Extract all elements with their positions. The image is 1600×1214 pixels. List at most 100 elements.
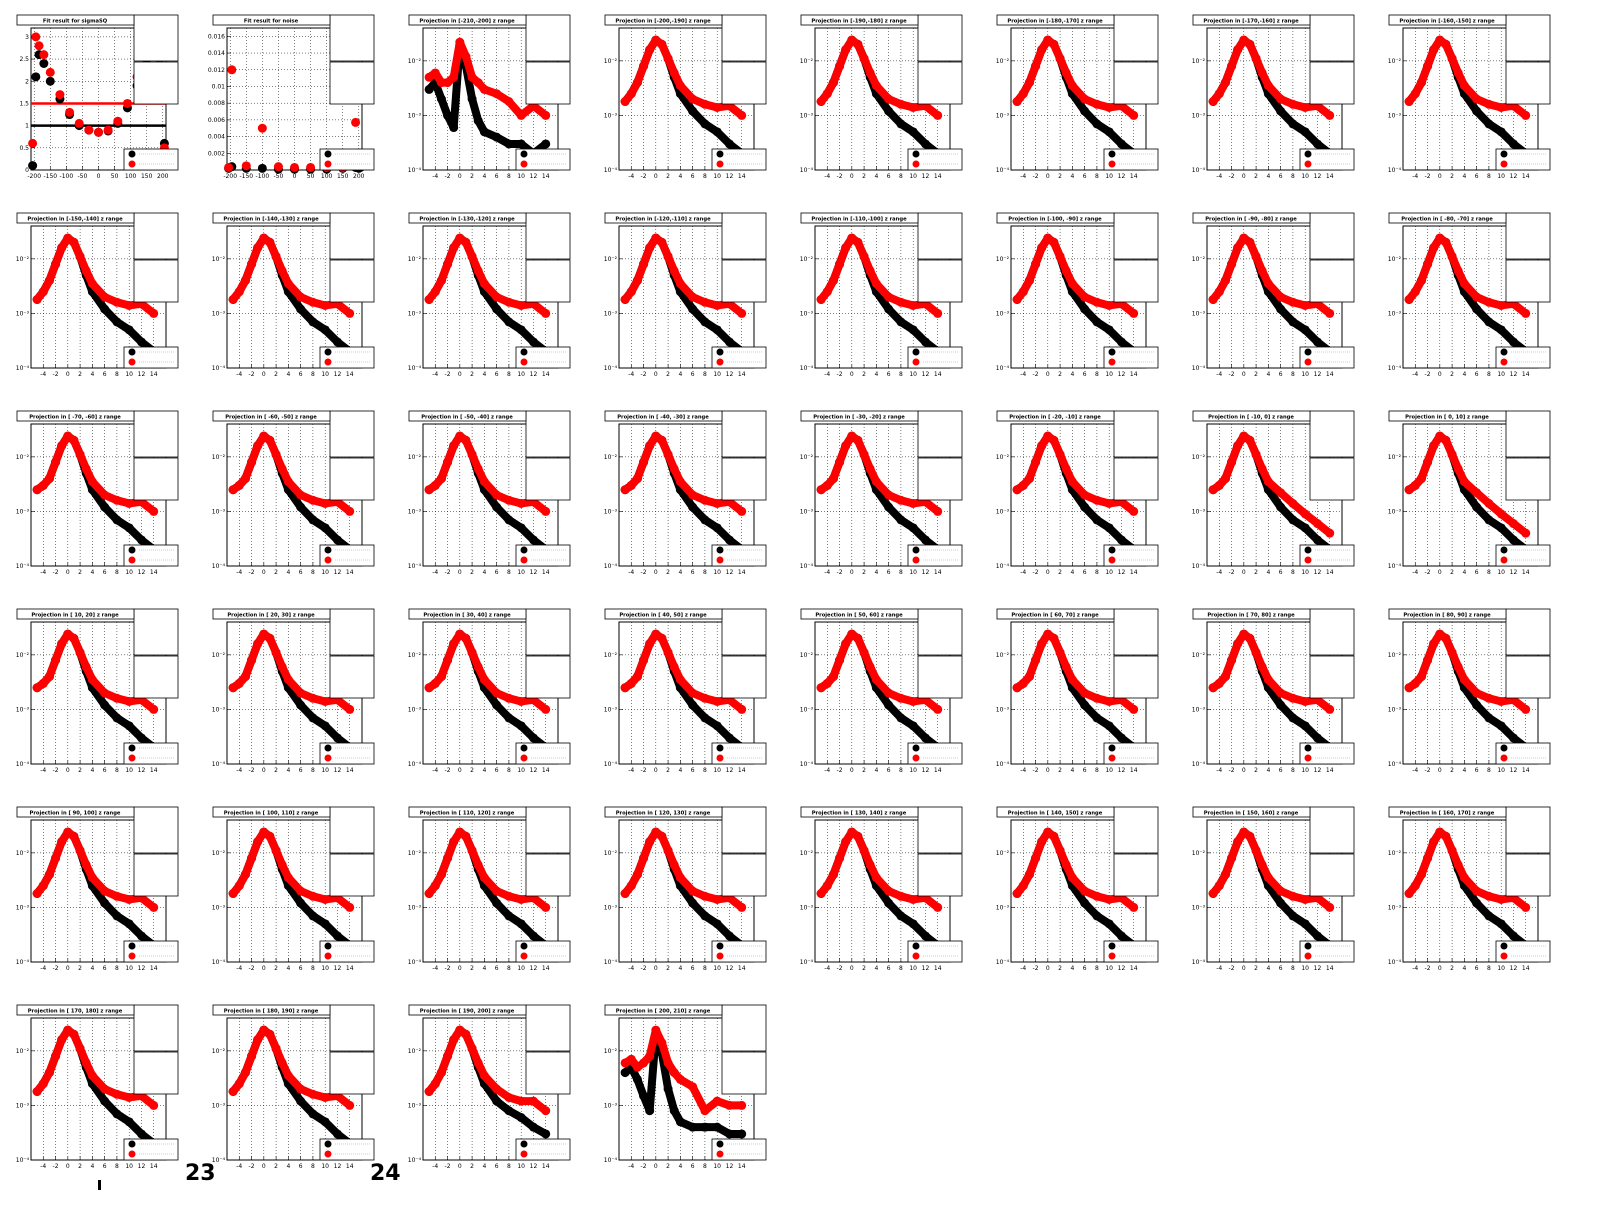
data-point — [528, 733, 538, 743]
x-tick-label: 12 — [922, 767, 930, 774]
legend-marker — [520, 348, 528, 356]
x-tick-label: 100 — [321, 173, 333, 180]
y-tick-label: 10⁻³ — [604, 112, 618, 119]
x-tick-label: 6 — [103, 1163, 107, 1170]
data-point — [1245, 39, 1255, 49]
data-point — [1276, 94, 1286, 104]
stats-box — [525, 806, 571, 854]
title-box — [1192, 410, 1311, 422]
data-point — [541, 506, 551, 516]
x-tick-label: -2 — [837, 371, 843, 378]
x-tick-label: 14 — [1522, 371, 1530, 378]
x-tick-label: 14 — [934, 173, 942, 180]
data-point — [1496, 696, 1506, 706]
x-tick-label: 2 — [1058, 767, 1062, 774]
data-point — [1453, 464, 1463, 474]
data-point — [688, 700, 698, 710]
x-tick-label: 10 — [1105, 173, 1113, 180]
stats-box — [329, 61, 375, 105]
x-tick-label: 4 — [1266, 371, 1270, 378]
chart-title: Projection in [-100, -90] z range — [1008, 217, 1102, 223]
data-point — [645, 243, 655, 253]
data-point — [296, 1084, 306, 1094]
stats-box — [525, 1004, 571, 1052]
chart-title: Projection in [-200,-190] z range — [615, 19, 711, 25]
legend-marker — [324, 952, 332, 960]
x-tick-label: -4 — [628, 1163, 634, 1170]
data-point — [639, 655, 649, 665]
data-point — [32, 1086, 42, 1096]
data-point — [1429, 243, 1439, 253]
data-point — [1251, 252, 1261, 262]
x-tick-label: -2 — [445, 1163, 451, 1170]
x-tick-label: 14 — [1522, 767, 1530, 774]
y-tick-label: 10⁻⁴ — [1388, 167, 1402, 174]
stats-box — [1113, 14, 1159, 62]
data-point — [430, 287, 440, 297]
x-tick-label: 12 — [138, 1163, 146, 1170]
x-tick-label: 8 — [115, 569, 119, 576]
title-box — [1192, 806, 1311, 818]
x-tick-label: 0 — [1046, 173, 1050, 180]
data-point — [345, 704, 355, 714]
data-point — [1031, 655, 1041, 665]
data-point — [1233, 441, 1243, 451]
y-tick-label: 10⁻³ — [212, 508, 226, 515]
data-point — [1104, 102, 1114, 112]
x-tick-label: 0 — [1438, 965, 1442, 972]
chart-title: Projection in [ 20, 30] z range — [227, 613, 315, 619]
x-tick-label: 6 — [691, 965, 695, 972]
data-point — [620, 96, 630, 106]
data-point — [1276, 304, 1286, 314]
data-point — [1496, 300, 1506, 310]
data-point — [700, 297, 710, 307]
x-tick-label: 14 — [1522, 173, 1530, 180]
stats-box — [1505, 259, 1551, 303]
data-point — [896, 911, 906, 921]
x-tick-label: 6 — [691, 371, 695, 378]
data-point — [688, 886, 698, 896]
legend-marker — [716, 754, 724, 762]
data-point — [1208, 96, 1218, 106]
y-tick-label: 10⁻² — [212, 454, 226, 461]
data-point — [257, 123, 267, 133]
legend-marker — [324, 556, 332, 564]
y-tick-label: 10⁻² — [604, 850, 618, 857]
x-tick-label: 12 — [726, 569, 734, 576]
data-point — [1447, 252, 1457, 262]
data-point — [332, 535, 342, 545]
data-point — [271, 252, 281, 262]
y-tick-label: 10⁻⁴ — [212, 365, 226, 372]
data-point — [112, 1089, 122, 1099]
data-point — [1129, 110, 1139, 120]
x-tick-label: 2 — [666, 173, 670, 180]
x-tick-label: -4 — [1216, 965, 1222, 972]
x-tick-label: 12 — [1510, 569, 1518, 576]
y-tick-label: 0.5 — [19, 145, 29, 152]
y-tick-label: 10⁻³ — [996, 508, 1010, 515]
data-point — [865, 662, 875, 672]
x-tick-label: 8 — [507, 569, 511, 576]
stats-box — [329, 608, 375, 656]
data-point — [835, 259, 845, 269]
data-point — [1472, 304, 1482, 314]
data-point — [1092, 317, 1102, 327]
x-tick-label: 200 — [157, 173, 169, 180]
data-point — [492, 304, 502, 314]
data-point — [516, 498, 526, 508]
data-point — [737, 308, 747, 318]
x-tick-label: -4 — [1216, 767, 1222, 774]
legend-box — [1103, 544, 1159, 567]
fragment-bar — [98, 1180, 101, 1190]
x-tick-label: -4 — [236, 371, 242, 378]
data-point — [688, 304, 698, 314]
data-point — [1288, 515, 1298, 525]
chart-title: Projection in [ -30, -20] z range — [813, 415, 905, 421]
x-tick-label: 0 — [850, 767, 854, 774]
legend-marker — [324, 546, 332, 554]
x-tick-label: -2 — [1033, 569, 1039, 576]
x-tick-label: -4 — [1216, 569, 1222, 576]
title-box — [1192, 608, 1311, 620]
data-point — [1423, 457, 1433, 467]
